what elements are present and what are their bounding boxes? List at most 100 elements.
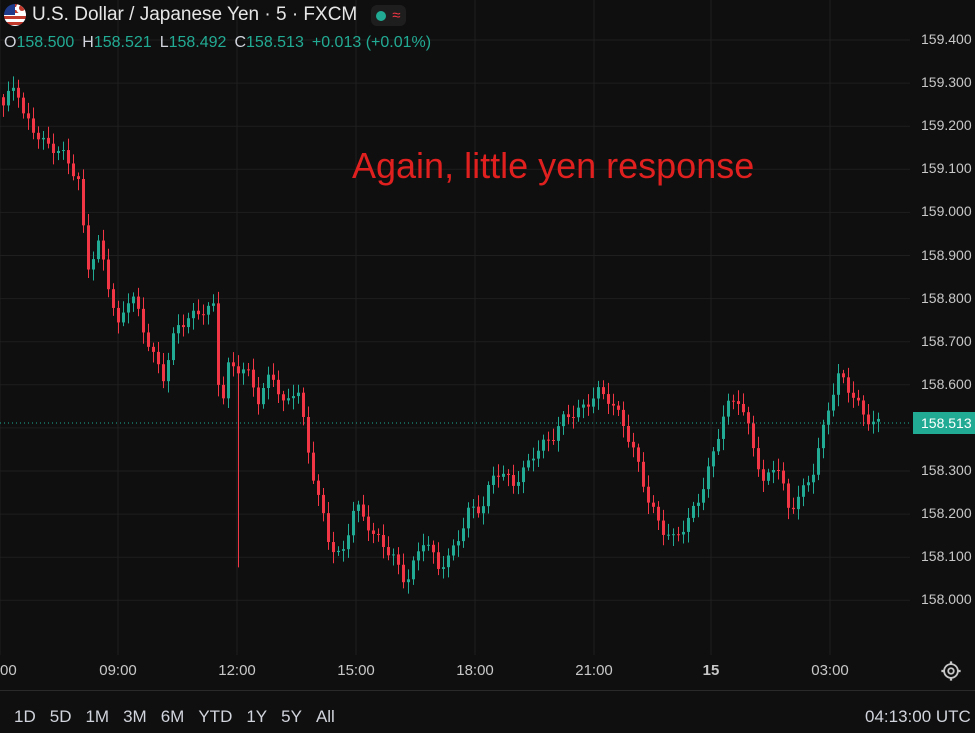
candle-down: [277, 379, 280, 395]
candle-down: [742, 403, 745, 413]
candle-up: [837, 373, 840, 395]
candle-down: [232, 362, 235, 367]
candle-down: [52, 143, 55, 154]
chart-annotation[interactable]: Again, little yen response: [352, 145, 755, 186]
range-6m-button[interactable]: 6M: [160, 707, 185, 726]
candle-down: [677, 534, 680, 536]
candle-up: [447, 555, 450, 568]
candle-up: [557, 426, 560, 441]
candle-down: [197, 310, 200, 315]
candle-up: [692, 505, 695, 518]
candle-up: [352, 510, 355, 536]
candle-up: [682, 531, 685, 535]
price-axis-label: 158.700: [921, 332, 972, 349]
candle-up: [407, 579, 410, 583]
candle-down: [612, 403, 615, 406]
candle-down: [282, 394, 285, 401]
candle-down: [782, 470, 785, 484]
change-value: +0.013 (+0.01%): [311, 34, 432, 51]
candle-up: [592, 398, 595, 407]
candle-up: [192, 310, 195, 319]
range-3m-button[interactable]: 3M: [123, 707, 147, 726]
candle-down: [317, 480, 320, 495]
range-1y-button[interactable]: 1Y: [246, 707, 268, 726]
range-ytd-button[interactable]: YTD: [198, 707, 233, 726]
candle-down: [602, 387, 605, 395]
candle-up: [122, 312, 125, 323]
candle-up: [92, 259, 95, 270]
candle-down: [217, 303, 220, 385]
price-axis-label: 158.200: [921, 505, 972, 522]
candle-up: [522, 467, 525, 483]
price-axis-label: 159.100: [921, 160, 972, 177]
candle-up: [207, 305, 210, 315]
candle-up: [62, 150, 65, 152]
utc-clock[interactable]: 04:13:00 UTC: [865, 707, 971, 726]
candle-up: [227, 362, 230, 399]
range-1m-button[interactable]: 1M: [85, 707, 110, 726]
candle-down: [117, 307, 120, 323]
gear-icon[interactable]: [940, 660, 962, 682]
candle-down: [512, 475, 515, 486]
candle-up: [392, 554, 395, 556]
candle-up: [527, 460, 530, 468]
symbol-title-row[interactable]: U.S. Dollar / Japanese Yen · 5 · FXCM ≈: [4, 4, 406, 26]
candle-down: [762, 469, 765, 481]
candle-up: [457, 541, 460, 546]
price-axis-label: 158.900: [921, 246, 972, 263]
candle-down: [112, 289, 115, 308]
time-axis-label: 15: [702, 662, 720, 679]
candle-up: [57, 150, 60, 154]
range-5y-button[interactable]: 5Y: [281, 707, 302, 726]
candle-down: [792, 507, 795, 510]
candle-up: [337, 550, 340, 553]
time-axis-label: 03:00: [811, 662, 849, 679]
price-axis-label: 159.400: [921, 31, 972, 47]
candle-up: [267, 374, 270, 389]
candle-up: [422, 545, 425, 552]
range-1d-button[interactable]: 1D: [14, 707, 36, 726]
candle-up: [712, 451, 715, 467]
low-value: 158.492: [168, 34, 227, 51]
range-selector: 1D 5D 1M 3M 6M YTD 1Y 5Y All: [14, 707, 335, 727]
candle-down: [632, 441, 635, 448]
candle-up: [482, 506, 485, 514]
candle-down: [607, 394, 610, 404]
candle-down: [102, 240, 105, 260]
candle-down: [252, 369, 255, 388]
candle-up: [767, 472, 770, 481]
candle-up: [287, 398, 290, 401]
price-chart[interactable]: [0, 0, 910, 690]
candle-down: [497, 475, 500, 477]
market-status[interactable]: ≈: [371, 4, 406, 26]
symbol-title[interactable]: U.S. Dollar / Japanese Yen · 5 · FXCM: [32, 4, 358, 25]
candle-down: [27, 113, 30, 119]
candle-down: [737, 401, 740, 404]
time-axis-label: 00: [0, 662, 17, 679]
candle-up: [827, 410, 830, 425]
candle-down: [332, 542, 335, 553]
candle-up: [492, 475, 495, 485]
candle-down: [362, 504, 365, 517]
candle-up: [697, 502, 700, 506]
candle-down: [862, 400, 865, 415]
candle-down: [642, 461, 645, 487]
candle-down: [387, 547, 390, 556]
range-all-button[interactable]: All: [315, 707, 335, 726]
candle-up: [807, 482, 810, 486]
candle-down: [367, 516, 370, 531]
candle-up: [797, 496, 800, 510]
candle-up: [517, 482, 520, 486]
candle-down: [752, 423, 755, 449]
candle-down: [222, 384, 225, 399]
price-axis-label: 159.200: [921, 117, 972, 134]
candle-down: [202, 314, 205, 316]
time-axis-label: 12:00: [218, 662, 256, 679]
candle-down: [617, 405, 620, 410]
time-axis-label: 09:00: [99, 662, 137, 679]
range-5d-button[interactable]: 5D: [49, 707, 72, 726]
candle-down: [552, 440, 555, 442]
candle-down: [377, 533, 380, 535]
candle-up: [167, 360, 170, 382]
candle-down: [507, 473, 510, 476]
